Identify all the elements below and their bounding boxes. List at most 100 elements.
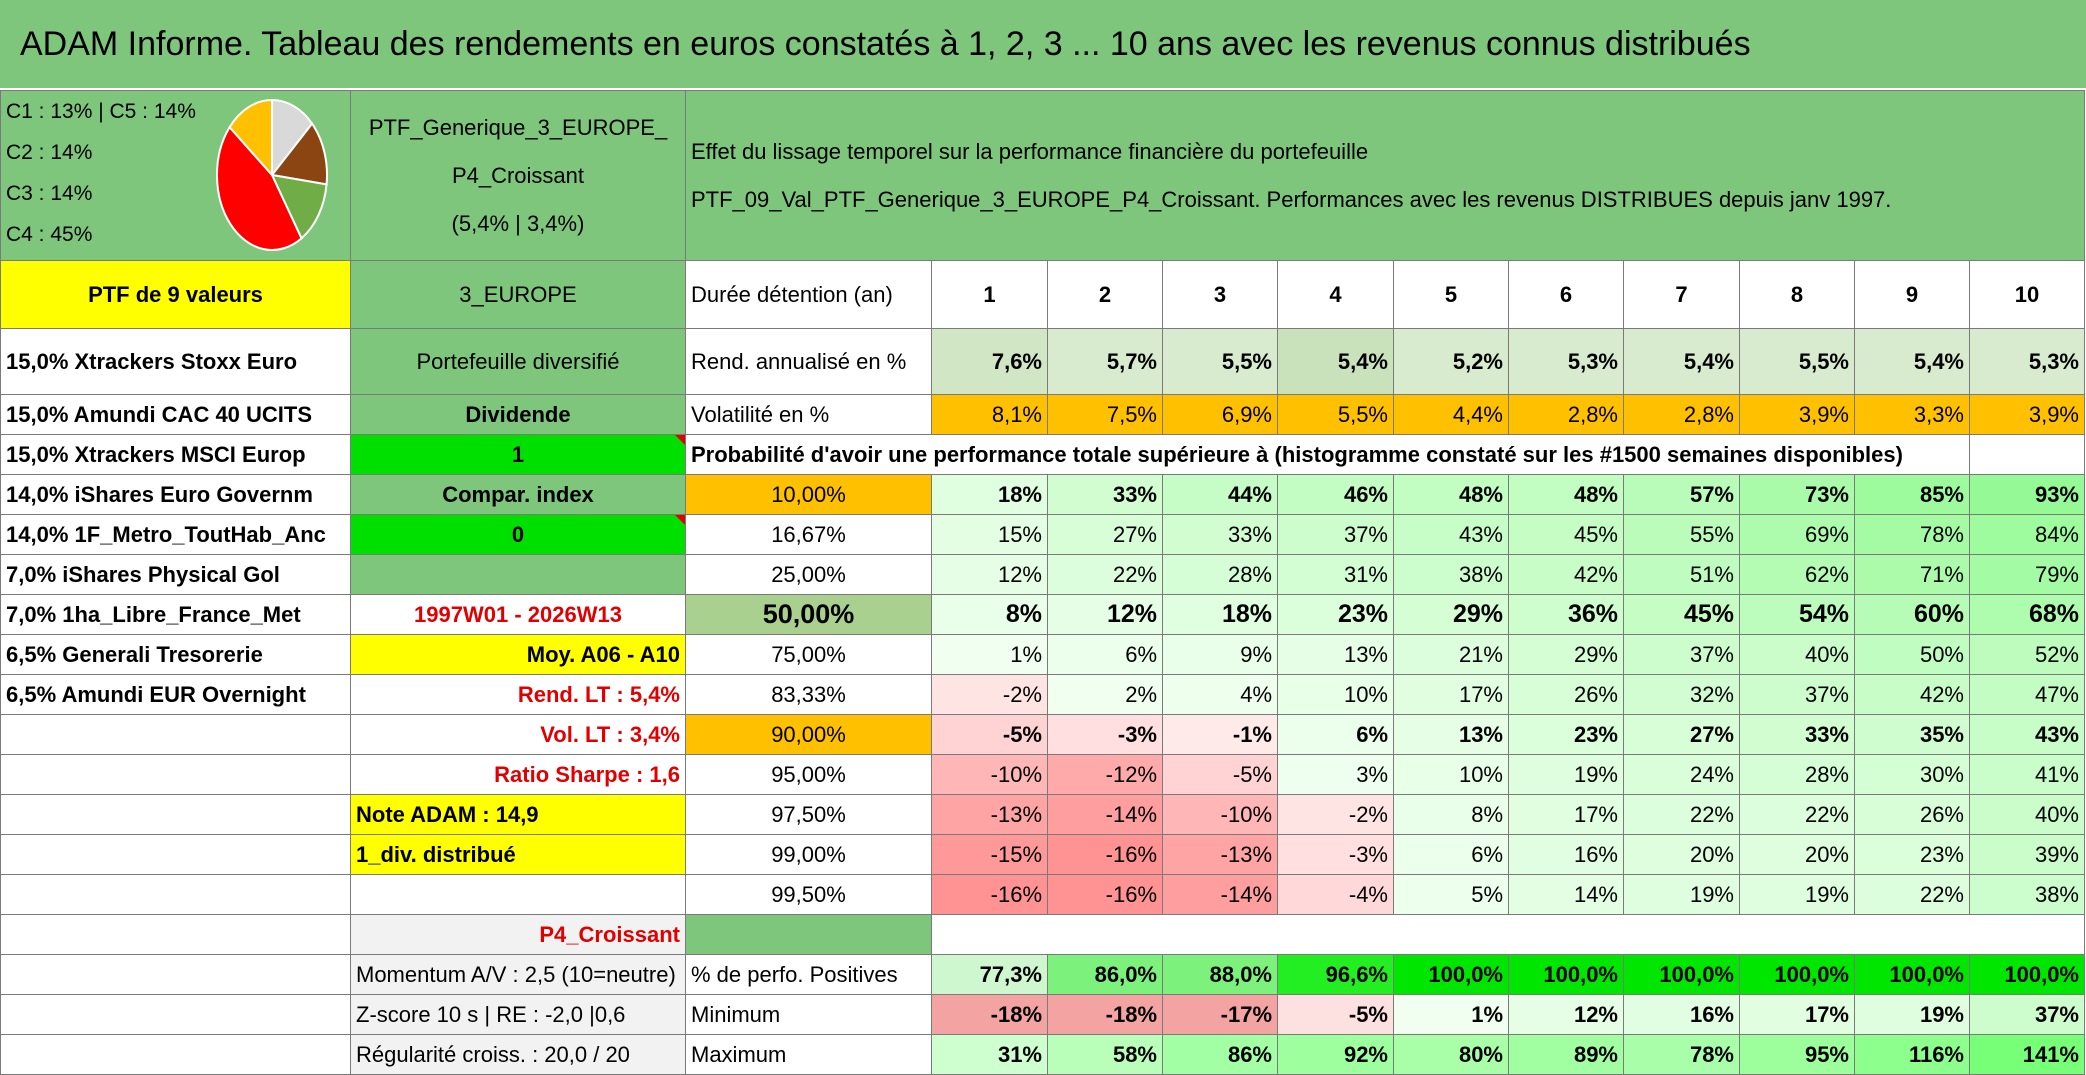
proba-value: 39% xyxy=(1969,834,2085,875)
proba-value: 37% xyxy=(1277,514,1394,555)
maximum-value: 89% xyxy=(1508,1034,1624,1075)
proba-value: 10% xyxy=(1393,754,1509,795)
proba-value: 26% xyxy=(1854,794,1970,835)
proba-value: -12% xyxy=(1047,754,1163,795)
holding-item: 7,0% 1ha_Libre_France_Met xyxy=(0,594,351,635)
proba-value: 37% xyxy=(1623,634,1740,675)
proba-value: 20% xyxy=(1623,834,1740,875)
pie-slice xyxy=(216,125,303,251)
proba-value: -4% xyxy=(1277,874,1394,915)
proba-value: 16% xyxy=(1508,834,1624,875)
year-header: 8 xyxy=(1739,260,1855,329)
vol-value: 4,4% xyxy=(1393,394,1509,435)
positives-value: 86,0% xyxy=(1047,954,1163,995)
proba-value: 84% xyxy=(1969,514,2085,555)
proba-value: 6% xyxy=(1277,714,1394,755)
proba-value: 30% xyxy=(1854,754,1970,795)
proba-value: 93% xyxy=(1969,474,2085,515)
positives-value: 100,0% xyxy=(1393,954,1509,995)
table-row: PTF de 9 valeurs 3_EUROPE Durée détention … xyxy=(0,260,2085,329)
compar-value: 0 xyxy=(350,514,686,555)
positives-value: 77,3% xyxy=(931,954,1048,995)
proba-value: 15% xyxy=(931,514,1048,555)
proba-value: -16% xyxy=(1047,834,1163,875)
proba-value: 73% xyxy=(1739,474,1855,515)
note-adam-label: Note ADAM : 14,9 xyxy=(350,794,686,835)
table-row: 15,0% Xtrackers MSCI Europ 1 Probabilité d… xyxy=(0,434,2085,475)
year-header: 2 xyxy=(1047,260,1163,329)
maximum-value: 92% xyxy=(1277,1034,1394,1075)
minimum-value: 19% xyxy=(1854,994,1970,1035)
proba-value: 33% xyxy=(1162,514,1278,555)
effet-line: Effet du lissage temporel sur la perform… xyxy=(691,138,1369,164)
proba-value: 8% xyxy=(931,594,1048,635)
pie-slice xyxy=(228,98,273,178)
proba-value: 6% xyxy=(1047,634,1163,675)
year-header: 3 xyxy=(1162,260,1278,329)
proba-threshold: 75,00% xyxy=(685,634,932,675)
vol-value: 2,8% xyxy=(1508,394,1624,435)
proba-value: 27% xyxy=(1047,514,1163,555)
proba-value: -2% xyxy=(931,674,1048,715)
proba-threshold: 16,67% xyxy=(685,514,932,555)
composition-cell: C1 : 13% | C5 : 14% C2 : 14% C3 : 14% C4 : … xyxy=(0,90,351,261)
proba-value: 46% xyxy=(1277,474,1394,515)
rend-value: 5,7% xyxy=(1047,328,1163,395)
maximum-value: 86% xyxy=(1162,1034,1278,1075)
year-header: 4 xyxy=(1277,260,1394,329)
proba-value: 19% xyxy=(1739,874,1855,915)
empty-cell xyxy=(0,1034,351,1075)
proba-value: -3% xyxy=(1277,834,1394,875)
empty-cell xyxy=(350,874,686,915)
proba-value: 50% xyxy=(1854,634,1970,675)
proba-value: -2% xyxy=(1277,794,1394,835)
proba-value: 22% xyxy=(1739,794,1855,835)
proba-threshold: 50,00% xyxy=(685,594,932,635)
minimum-value: 37% xyxy=(1969,994,2085,1035)
rend-value: 5,5% xyxy=(1739,328,1855,395)
table-row: 14,0% 1F_Metro_ToutHab_Anc 0 16,67% 15% 27% 3… xyxy=(0,514,2085,555)
table-row: 1_div. distribué 99,00% -15% -16% -13% -3% 6% 1… xyxy=(0,834,2085,875)
duree-label: Durée détention (an) xyxy=(685,260,932,329)
proba-value: 2% xyxy=(1047,674,1163,715)
pie-slice xyxy=(270,121,328,186)
vol-lt-label: Vol. LT : 3,4% xyxy=(350,714,686,755)
proba-value: -16% xyxy=(1047,874,1163,915)
table-row: 7,0% 1ha_Libre_France_Met 1997W01 - 2026W… xyxy=(0,594,2085,635)
proba-value: 26% xyxy=(1508,674,1624,715)
proba-value: -14% xyxy=(1047,794,1163,835)
proba-value: 18% xyxy=(931,474,1048,515)
proba-value: 23% xyxy=(1277,594,1394,635)
proba-value: 68% xyxy=(1969,594,2085,635)
proba-value: 43% xyxy=(1969,714,2085,755)
proba-value: -5% xyxy=(931,714,1048,755)
rend-label: Rend. annualisé en % xyxy=(685,328,932,395)
positives-value: 88,0% xyxy=(1162,954,1278,995)
maximum-value: 80% xyxy=(1393,1034,1509,1075)
proba-value: 13% xyxy=(1393,714,1509,755)
empty-cell xyxy=(0,954,351,995)
maximum-value: 58% xyxy=(1047,1034,1163,1075)
maximum-value: 31% xyxy=(931,1034,1048,1075)
holding-item: 15,0% Xtrackers Stoxx Euro xyxy=(0,328,351,395)
holding-item: 15,0% Xtrackers MSCI Europ xyxy=(0,434,351,475)
proba-value: 23% xyxy=(1508,714,1624,755)
pie-slice xyxy=(270,173,328,240)
year-header: 10 xyxy=(1969,260,2085,329)
vol-value: 6,9% xyxy=(1162,394,1278,435)
effet-description: Effet du lissage temporel sur la perform… xyxy=(685,90,2085,261)
proba-threshold: 83,33% xyxy=(685,674,932,715)
zone-label: 3_EUROPE xyxy=(350,260,686,329)
proba-value: -5% xyxy=(1162,754,1278,795)
proba-value: 41% xyxy=(1969,754,2085,795)
rend-value: 5,4% xyxy=(1623,328,1740,395)
table-row: 7,0% iShares Physical Gol 25,00% 12% 22% 28%… xyxy=(0,554,2085,595)
proba-value: 55% xyxy=(1623,514,1740,555)
proba-threshold: 99,00% xyxy=(685,834,932,875)
table-row: Ratio Sharpe : 1,6 95,00% -10% -12% -5% 3% 10%… xyxy=(0,754,2085,795)
proba-value: 19% xyxy=(1623,874,1740,915)
momentum-label: Momentum A/V : 2,5 (10=neutre) xyxy=(350,954,686,995)
proba-value: 14% xyxy=(1508,874,1624,915)
composition-line: C2 : 14% xyxy=(6,141,93,164)
proba-value: 36% xyxy=(1508,594,1624,635)
